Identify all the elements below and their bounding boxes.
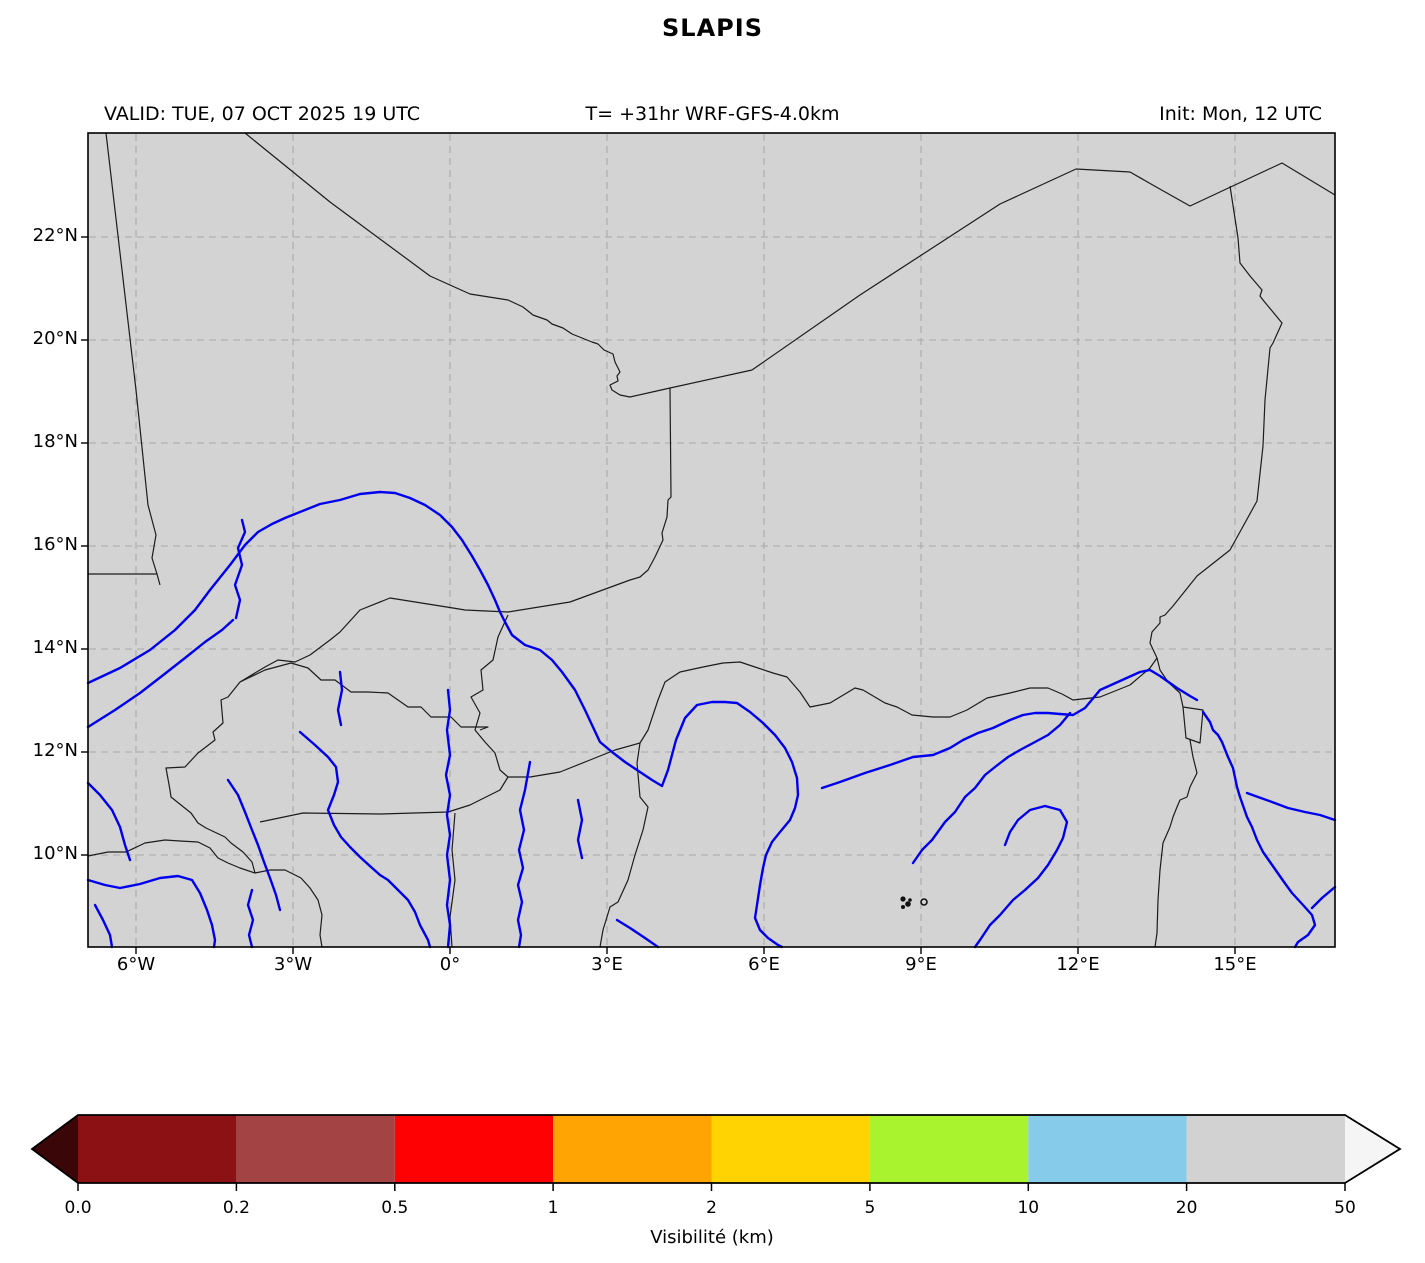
border-path (339, 387, 672, 633)
lon-tick-label: 12°E (1056, 954, 1100, 975)
river-path (911, 711, 1072, 865)
river-path (93, 903, 114, 949)
border-path (599, 742, 649, 948)
river-path (516, 760, 532, 949)
river-path (1201, 710, 1317, 949)
lat-tick-label: 20°N (32, 328, 78, 349)
river-path (911, 668, 1199, 759)
init-time-label: Init: Mon, 12 UTC (1159, 103, 1322, 125)
river-path (444, 688, 452, 949)
river-path (336, 670, 344, 727)
colorbar-segment (1028, 1115, 1187, 1183)
river-path (233, 518, 247, 620)
colorbar-tick-label: 20 (1176, 1198, 1198, 1218)
station-dot (908, 898, 912, 902)
country-borders (87, 132, 1336, 948)
colorbar-segment (869, 1115, 1029, 1183)
colorbar-tick-label: 2 (706, 1198, 717, 1218)
station-markers (900, 896, 928, 909)
map-canvas (81, 132, 1337, 954)
river-path (86, 874, 217, 949)
river-path (615, 918, 660, 949)
river-path (1310, 885, 1337, 910)
lon-tick-label: 6°W (116, 954, 156, 975)
lat-tick-label: 22°N (32, 225, 78, 246)
colorbar-segment (553, 1115, 712, 1183)
map-frame (87, 132, 1336, 948)
colorbar-segment (1186, 1115, 1345, 1183)
colorbar-over-arrow (1345, 1115, 1400, 1183)
colorbar-segment (394, 1115, 554, 1183)
border-path (239, 662, 489, 731)
border-path (1149, 185, 1283, 708)
lon-tick-label: 0° (439, 954, 461, 975)
border-path (87, 839, 256, 874)
grid-lines (89, 134, 1334, 946)
river-path (576, 798, 584, 860)
river-path (1245, 791, 1337, 822)
lat-tick-label: 14°N (32, 637, 78, 658)
model-leadtime-label: T= +31hr WRF-GFS-4.0km (585, 103, 840, 125)
border-path (1182, 706, 1204, 744)
valid-time-label: VALID: TUE, 07 OCT 2025 19 UTC (104, 103, 420, 125)
rivers (86, 490, 1337, 949)
colorbar-tick-label: 10 (1017, 1198, 1039, 1218)
colorbar-segment (711, 1115, 870, 1183)
lon-tick-label: 3°E (591, 954, 623, 975)
river-path (86, 781, 132, 862)
border-path (1075, 162, 1336, 207)
colorbar-ticks (77, 1183, 1346, 1191)
station-circle (920, 898, 928, 906)
border-path (470, 614, 641, 778)
colorbar-tick-label: 0.2 (223, 1198, 250, 1218)
colorbar-tick-label: 0.5 (381, 1198, 408, 1218)
border-path (639, 657, 1158, 744)
colorbar-under-arrow (32, 1115, 78, 1183)
axis-ticks (81, 236, 1236, 954)
river-path (86, 618, 235, 729)
border-path (1154, 739, 1198, 948)
lat-tick-label: 16°N (32, 534, 78, 555)
lon-tick-label: 3°W (273, 954, 313, 975)
lat-tick-label: 10°N (32, 843, 78, 864)
river-path (226, 778, 282, 912)
border-path (244, 132, 1077, 398)
lat-tick-label: 18°N (32, 431, 78, 452)
river-path (820, 755, 915, 790)
border-path (105, 132, 161, 586)
border-path (165, 681, 323, 948)
lon-tick-label: 9°E (905, 954, 937, 975)
colorbar-tick-label: 5 (864, 1198, 875, 1218)
station-dot (901, 905, 905, 909)
colorbar-segment (236, 1115, 395, 1183)
colorbar: 0.0 0.2 0.5 1 2 5 10 20 50 Visibilité (k… (30, 1114, 1402, 1248)
colorbar-tick-label: 0.0 (64, 1198, 91, 1218)
colorbar-tick-label: 50 (1334, 1198, 1356, 1218)
station-dot (905, 901, 911, 907)
map-background (88, 133, 1335, 947)
lon-tick-label: 15°E (1213, 954, 1257, 975)
river-path (298, 730, 432, 949)
river-path (973, 804, 1069, 949)
station-dot (900, 896, 906, 902)
colorbar-axis-label: Visibilité (km) (650, 1227, 774, 1248)
page-title: SLAPIS (662, 14, 763, 42)
colorbar-tick-label: 1 (548, 1198, 559, 1218)
lon-tick-label: 6°E (748, 954, 780, 975)
lat-tick-label: 12°N (32, 740, 78, 761)
colorbar-segment (78, 1115, 237, 1183)
river-path (246, 888, 255, 949)
border-path (239, 631, 341, 683)
river-path (86, 490, 800, 949)
